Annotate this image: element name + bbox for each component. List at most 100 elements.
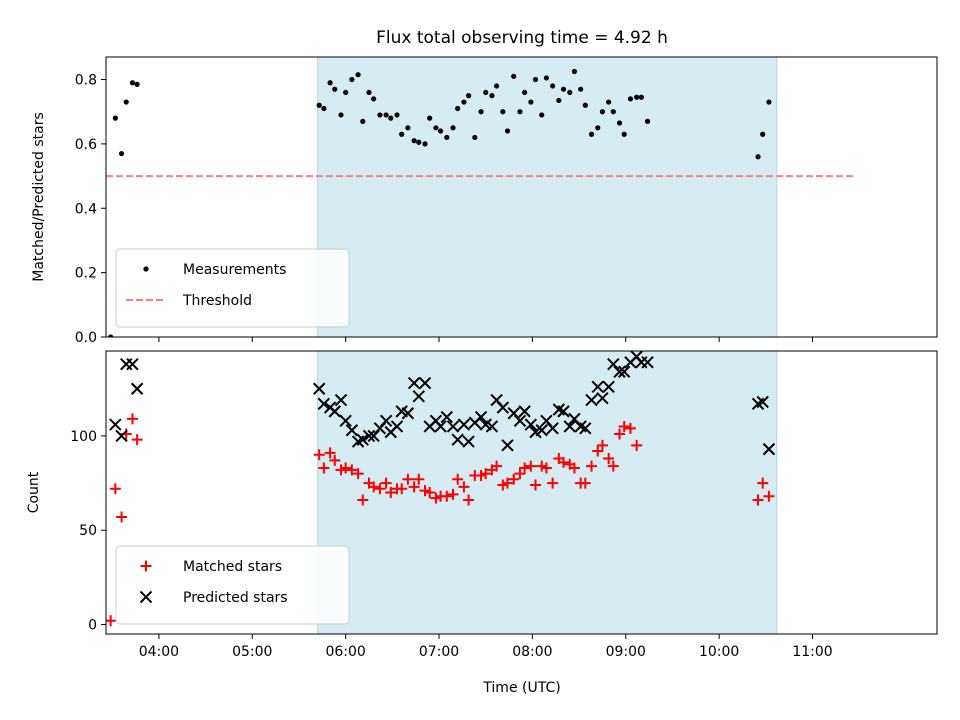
predicted-stars-point (407, 376, 421, 390)
measurements-point (528, 99, 534, 105)
predicted-stars-point (641, 356, 654, 369)
measurements-point (360, 118, 366, 124)
measurements-point (578, 86, 584, 92)
x-tick-label: 05:00 (232, 644, 272, 660)
measurements-point (606, 99, 612, 105)
measurements-point (472, 134, 478, 141)
measurements-point (595, 125, 601, 131)
measurements-point (327, 80, 333, 86)
matched-stars-point (607, 460, 619, 472)
measurements-point (332, 86, 338, 92)
predicted-stars-point (362, 429, 376, 443)
legend-predicted-stars-marker (139, 590, 153, 604)
measurements-point (383, 112, 389, 118)
measurements-point (338, 112, 344, 118)
matched-stars-point (463, 494, 475, 506)
measurements-point (355, 72, 361, 78)
y-tick-label: 0 (88, 618, 97, 634)
y-axis-label: Matched/Predicted stars (31, 112, 47, 282)
measurements-point (517, 109, 523, 115)
matched-stars-point (402, 473, 414, 485)
measurements-point (755, 154, 761, 160)
predicted-stars-point (440, 410, 454, 424)
matched-stars-point (126, 413, 138, 425)
measurements-point (494, 83, 500, 89)
predicted-stars-point (434, 420, 447, 433)
matched-stars-point (424, 487, 436, 498)
predicted-stars-point (379, 414, 393, 428)
measurements-point (108, 334, 114, 337)
predicted-stars-point (120, 357, 133, 371)
predicted-stars-point (474, 410, 488, 424)
measurements-point (388, 115, 394, 121)
measurements-point (461, 99, 467, 105)
chart-title: Flux total observing time = 4.92 h (376, 28, 668, 48)
predicted-stars-point (585, 393, 598, 407)
x-axis-label: Time (UTC) (482, 680, 560, 696)
x-tick-label: 11:00 (792, 644, 832, 660)
observing-span (317, 56, 778, 338)
measurements-point (455, 105, 461, 112)
matched-stars-point (475, 470, 487, 482)
predicted-stars-point (546, 422, 559, 435)
x-tick-label: 09:00 (606, 644, 646, 660)
matched-stars-point (396, 483, 408, 495)
measurements-point (560, 86, 567, 92)
predicted-stars-point (334, 393, 348, 407)
measurements-point (500, 109, 506, 115)
matched-stars-point (346, 464, 358, 476)
matched-stars-point (109, 483, 121, 495)
measurements-point (123, 99, 129, 105)
matched-stars-point (757, 477, 769, 489)
measurements-point (532, 76, 539, 83)
measurements-point (411, 138, 417, 144)
measurements-point (129, 80, 136, 86)
measurements-point (511, 73, 517, 79)
predicted-stars-point (557, 405, 570, 418)
predicted-stars-point (524, 418, 538, 431)
matched-stars-point (335, 464, 347, 476)
legend-measurements-marker (143, 266, 149, 272)
matched-stars-point (313, 449, 325, 461)
matched-stars-point (763, 490, 775, 502)
measurements-point (627, 96, 634, 102)
matched-stars-point (447, 488, 459, 500)
measurements-point (366, 89, 372, 96)
measurements-point (766, 99, 772, 105)
measurements-point (571, 68, 578, 75)
legend: Matched stars Predicted stars (115, 545, 350, 625)
matched-stars-point (340, 462, 352, 474)
measurements-point (422, 141, 428, 147)
predicted-stars-point (130, 382, 144, 395)
x-tick-label: 04:00 (139, 644, 179, 660)
predicted-stars-point (317, 397, 331, 411)
matched-stars-point (491, 460, 503, 472)
y-tick-label: 0.6 (75, 137, 97, 153)
measurements-point (112, 115, 118, 121)
legend-matched-stars-marker (140, 560, 152, 572)
matched-stars-point (413, 473, 425, 485)
matched-stars-point (131, 434, 143, 446)
measurements-point (349, 76, 355, 83)
predicted-stars-point (339, 414, 352, 428)
predicted-stars-point (401, 407, 415, 420)
predicted-stars-point (602, 380, 615, 394)
matched-stars-point (519, 462, 531, 474)
predicted-stars-point (485, 420, 499, 433)
predicted-stars-point (390, 420, 404, 433)
matched-stars-point (318, 462, 330, 474)
x-tick-label: 07:00 (419, 644, 459, 660)
matched-stars-point (752, 494, 764, 506)
legend-predicted-stars-label: Predicted stars (183, 590, 288, 606)
measurements-point (427, 115, 433, 121)
predicted-stars-point (345, 424, 359, 437)
matched-stars-point (497, 479, 509, 491)
predicted-stars-point (457, 418, 471, 431)
predicted-stars-point (462, 435, 475, 448)
predicted-stars-point (126, 357, 139, 371)
predicted-stars-point (596, 391, 609, 405)
y-tick-label: 0.8 (75, 73, 97, 89)
measurements-point (118, 150, 125, 157)
matched-stars-point (441, 490, 453, 502)
measurements-point (478, 109, 484, 115)
